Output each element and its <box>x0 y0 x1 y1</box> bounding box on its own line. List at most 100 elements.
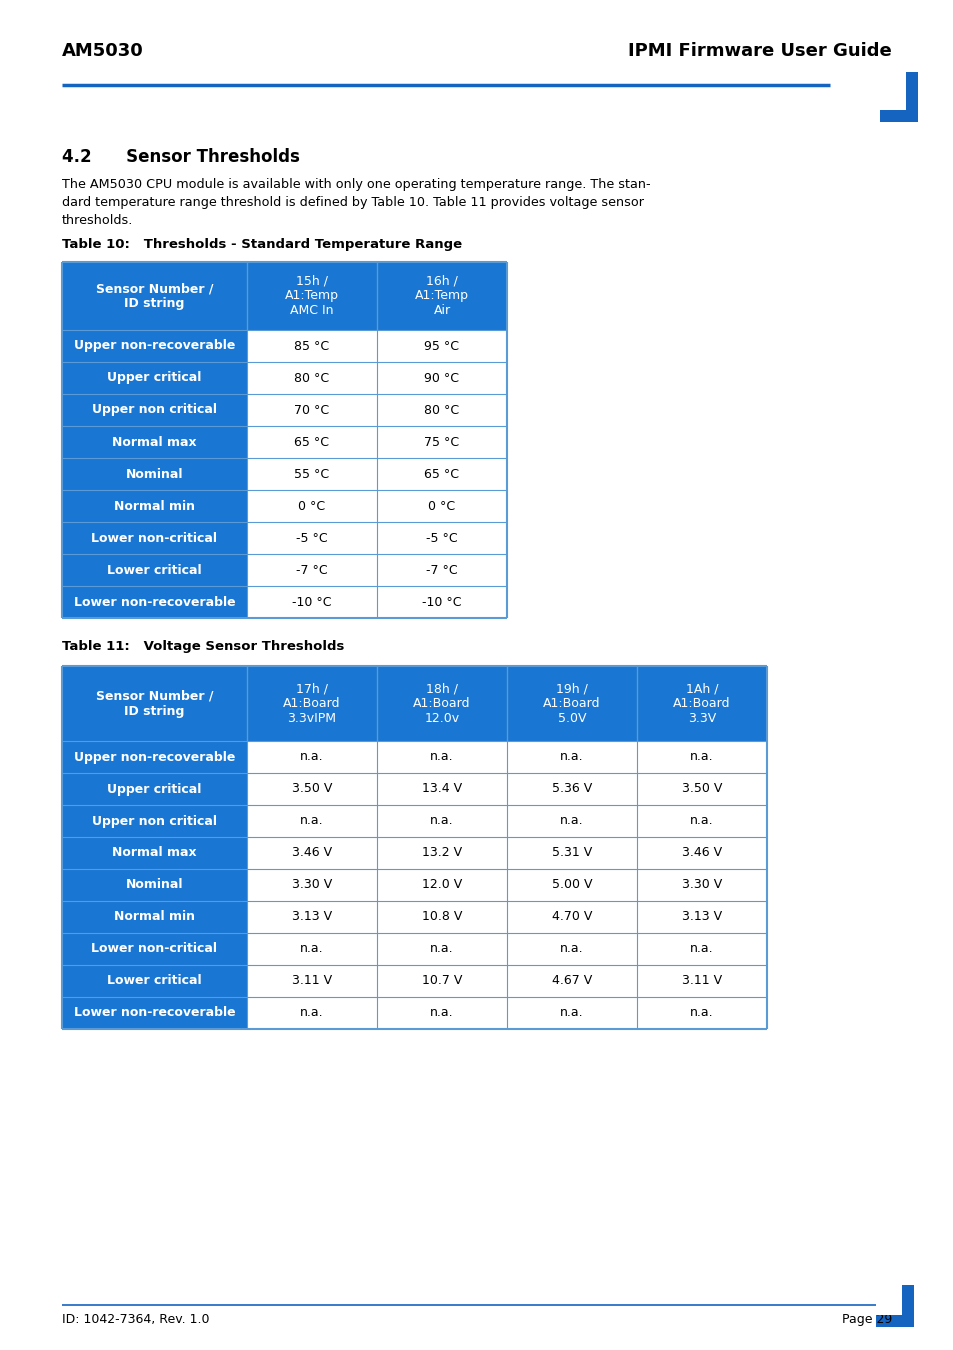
Bar <box>247 329 506 362</box>
Text: 10.8 V: 10.8 V <box>421 910 461 923</box>
Text: Upper critical: Upper critical <box>107 371 201 385</box>
Bar <box>62 933 766 965</box>
Text: Normal min: Normal min <box>113 500 194 513</box>
Text: Upper non critical: Upper non critical <box>91 814 216 828</box>
Bar <box>62 262 506 329</box>
Bar <box>62 900 766 933</box>
Text: 0 °C: 0 °C <box>298 500 325 513</box>
Bar <box>247 933 766 965</box>
Text: 80 °C: 80 °C <box>424 404 459 417</box>
Text: Upper non critical: Upper non critical <box>91 404 216 417</box>
Text: IPMI Firmware User Guide: IPMI Firmware User Guide <box>628 42 891 59</box>
Bar <box>62 837 766 869</box>
Text: n.a.: n.a. <box>430 942 454 956</box>
Bar <box>247 394 506 427</box>
Text: n.a.: n.a. <box>300 751 323 764</box>
Bar <box>62 805 766 837</box>
Text: 5.31 V: 5.31 V <box>551 846 592 860</box>
Bar <box>62 586 506 618</box>
Bar <box>62 329 506 362</box>
Text: n.a.: n.a. <box>689 751 713 764</box>
Bar <box>875 1285 901 1315</box>
Text: n.a.: n.a. <box>689 814 713 828</box>
Text: 55 °C: 55 °C <box>294 467 329 481</box>
Text: Normal min: Normal min <box>113 910 194 923</box>
Bar <box>62 394 506 427</box>
Text: -10 °C: -10 °C <box>292 595 332 609</box>
Text: -5 °C: -5 °C <box>426 532 457 544</box>
Bar <box>879 72 905 109</box>
Text: 3.30 V: 3.30 V <box>681 879 721 891</box>
Text: Upper critical: Upper critical <box>107 783 201 795</box>
Text: Nominal: Nominal <box>126 879 183 891</box>
Bar <box>247 998 766 1029</box>
Bar <box>62 490 506 522</box>
Text: Normal max: Normal max <box>112 436 196 448</box>
Bar <box>62 458 506 490</box>
Text: 5.00 V: 5.00 V <box>551 879 592 891</box>
Text: 4.70 V: 4.70 V <box>551 910 592 923</box>
Bar <box>247 805 766 837</box>
Text: dard temperature range threshold is defined by Table 10. Table 11 provides volta: dard temperature range threshold is defi… <box>62 196 643 209</box>
Bar <box>247 900 766 933</box>
Bar <box>247 490 506 522</box>
Bar <box>247 362 506 394</box>
Text: Normal max: Normal max <box>112 846 196 860</box>
Text: 70 °C: 70 °C <box>294 404 329 417</box>
Text: n.a.: n.a. <box>559 751 583 764</box>
Bar <box>62 362 506 394</box>
Text: 18h /
A1:Board
12.0v: 18h / A1:Board 12.0v <box>413 682 470 725</box>
Text: 3.46 V: 3.46 V <box>292 846 332 860</box>
Text: 13.2 V: 13.2 V <box>421 846 461 860</box>
Bar <box>247 741 766 774</box>
Bar <box>62 998 766 1029</box>
Text: Nominal: Nominal <box>126 467 183 481</box>
Text: Table 10:   Thresholds - Standard Temperature Range: Table 10: Thresholds - Standard Temperat… <box>62 238 461 251</box>
Text: Sensor Number /
ID string: Sensor Number / ID string <box>95 282 213 310</box>
Bar <box>62 554 506 586</box>
Text: -7 °C: -7 °C <box>295 563 328 576</box>
Text: Upper non-recoverable: Upper non-recoverable <box>73 339 235 352</box>
Text: Sensor Number /
ID string: Sensor Number / ID string <box>95 690 213 717</box>
Text: Lower non-critical: Lower non-critical <box>91 942 217 956</box>
Text: n.a.: n.a. <box>559 814 583 828</box>
Text: 19h /
A1:Board
5.0V: 19h / A1:Board 5.0V <box>542 682 600 725</box>
Text: -5 °C: -5 °C <box>295 532 328 544</box>
Text: Page 29: Page 29 <box>841 1314 891 1326</box>
Text: 65 °C: 65 °C <box>424 467 459 481</box>
Bar <box>879 72 917 122</box>
Text: 15h /
A1:Temp
AMC In: 15h / A1:Temp AMC In <box>285 274 338 317</box>
Text: 13.4 V: 13.4 V <box>421 783 461 795</box>
Bar <box>247 554 506 586</box>
Text: Lower critical: Lower critical <box>107 975 202 987</box>
Text: n.a.: n.a. <box>430 814 454 828</box>
Text: thresholds.: thresholds. <box>62 215 133 227</box>
Text: Lower non-recoverable: Lower non-recoverable <box>73 1007 235 1019</box>
Text: 80 °C: 80 °C <box>294 371 329 385</box>
Text: 3.13 V: 3.13 V <box>292 910 332 923</box>
Text: n.a.: n.a. <box>300 814 323 828</box>
Text: 3.11 V: 3.11 V <box>681 975 721 987</box>
Text: Lower non-critical: Lower non-critical <box>91 532 217 544</box>
Text: Lower non-recoverable: Lower non-recoverable <box>73 595 235 609</box>
Text: 85 °C: 85 °C <box>294 339 329 352</box>
Text: 12.0 V: 12.0 V <box>421 879 461 891</box>
Text: 65 °C: 65 °C <box>294 436 329 448</box>
Bar <box>62 869 766 900</box>
Text: 3.50 V: 3.50 V <box>292 783 332 795</box>
Text: 3.50 V: 3.50 V <box>681 783 721 795</box>
Bar <box>247 427 506 458</box>
Text: 0 °C: 0 °C <box>428 500 456 513</box>
Text: -7 °C: -7 °C <box>426 563 457 576</box>
Bar <box>875 1285 913 1327</box>
Text: n.a.: n.a. <box>430 1007 454 1019</box>
Text: The AM5030 CPU module is available with only one operating temperature range. Th: The AM5030 CPU module is available with … <box>62 178 650 190</box>
Text: Upper non-recoverable: Upper non-recoverable <box>73 751 235 764</box>
Bar <box>247 837 766 869</box>
Text: AM5030: AM5030 <box>62 42 144 59</box>
Text: n.a.: n.a. <box>689 1007 713 1019</box>
Bar <box>62 666 766 741</box>
Text: n.a.: n.a. <box>430 751 454 764</box>
Text: n.a.: n.a. <box>689 942 713 956</box>
Bar <box>247 869 766 900</box>
